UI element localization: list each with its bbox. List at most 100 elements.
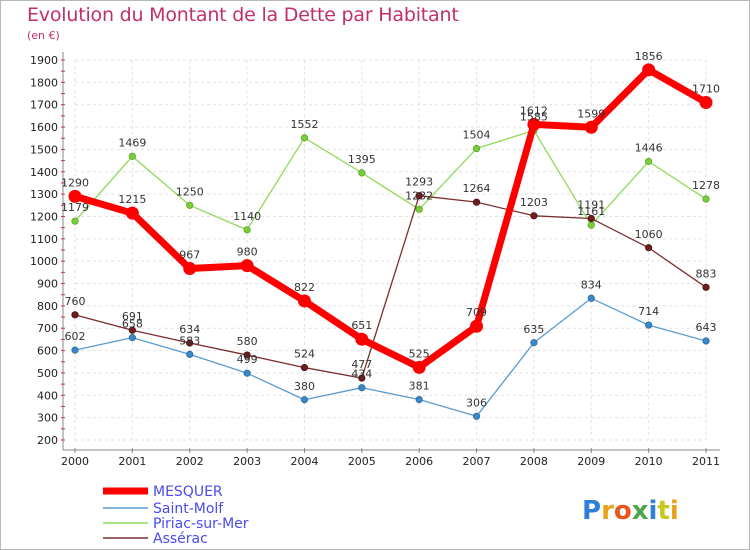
chart-unit-label: (en €) xyxy=(27,29,60,42)
data-label: 1856 xyxy=(635,50,663,63)
data-point xyxy=(645,321,653,329)
y-tick-label: 500 xyxy=(37,367,58,380)
data-label: 381 xyxy=(409,380,430,393)
y-tick-label: 1300 xyxy=(30,188,58,201)
data-label: 1552 xyxy=(290,118,318,131)
data-point xyxy=(358,384,366,392)
data-label: 760 xyxy=(65,295,86,308)
data-label: 883 xyxy=(696,267,717,280)
x-tick-label: 2008 xyxy=(520,455,548,468)
data-point xyxy=(415,192,423,200)
x-tick-label: 2005 xyxy=(348,455,376,468)
data-label: 1179 xyxy=(61,201,89,214)
y-tick-label: 800 xyxy=(37,300,58,313)
data-point xyxy=(530,212,538,220)
data-label: 306 xyxy=(466,396,487,409)
data-point xyxy=(645,244,653,252)
data-label: 525 xyxy=(409,347,430,360)
data-label: 580 xyxy=(237,335,258,348)
y-tick-label: 1200 xyxy=(30,210,58,223)
data-label: 1140 xyxy=(233,210,261,223)
data-label: 1215 xyxy=(118,193,146,206)
data-label: 967 xyxy=(179,249,200,262)
data-point xyxy=(128,326,136,334)
data-point xyxy=(645,157,653,166)
legend-label: Piriac-sur-Mer xyxy=(153,516,249,532)
data-label: 1161 xyxy=(577,205,605,218)
data-point xyxy=(470,319,484,333)
x-tick-label: 2010 xyxy=(635,455,663,468)
data-point xyxy=(71,311,79,319)
data-label: 1250 xyxy=(176,185,204,198)
data-label: 524 xyxy=(294,348,315,361)
data-label: 1446 xyxy=(635,141,663,154)
y-tick-label: 1500 xyxy=(30,143,58,156)
x-tick-label: 2006 xyxy=(405,455,433,468)
data-label: 635 xyxy=(523,323,544,336)
x-tick-label: 2001 xyxy=(118,455,146,468)
data-point xyxy=(412,360,426,374)
y-tick-label: 1800 xyxy=(30,76,58,89)
data-label: 1232 xyxy=(405,189,433,202)
data-label: 1264 xyxy=(463,182,491,195)
data-point xyxy=(584,120,598,134)
data-point xyxy=(355,332,369,346)
data-point xyxy=(702,337,710,345)
x-tick-label: 2002 xyxy=(176,455,204,468)
data-label: 477 xyxy=(351,358,372,371)
data-point xyxy=(183,262,197,276)
data-label: 583 xyxy=(179,334,200,347)
data-point xyxy=(527,117,541,131)
data-point xyxy=(243,351,251,359)
data-label: 651 xyxy=(351,319,372,332)
y-tick-label: 1700 xyxy=(30,99,58,112)
data-label: 634 xyxy=(179,323,200,336)
y-tick-label: 600 xyxy=(37,345,58,358)
legend-label: MESQUER xyxy=(153,484,223,500)
data-point xyxy=(472,198,481,206)
data-point xyxy=(128,152,136,160)
data-point xyxy=(587,294,595,302)
y-tick-label: 300 xyxy=(37,412,58,425)
data-label: 602 xyxy=(65,330,86,343)
data-point xyxy=(530,339,538,347)
data-label: 1060 xyxy=(635,228,663,241)
y-tick-label: 900 xyxy=(37,278,58,291)
data-label: 1278 xyxy=(692,179,720,192)
data-point xyxy=(243,369,251,377)
data-point xyxy=(358,374,366,382)
plot-area xyxy=(62,50,722,452)
data-label: 1395 xyxy=(348,153,376,166)
y-tick-label: 1000 xyxy=(30,255,58,268)
data-point xyxy=(71,346,79,354)
data-label: 1599 xyxy=(577,107,605,120)
data-label: 1710 xyxy=(692,82,720,95)
data-point xyxy=(125,206,139,220)
y-tick-label: 1400 xyxy=(30,166,58,179)
data-point xyxy=(415,395,423,404)
x-tick-label: 2004 xyxy=(290,455,318,468)
data-point xyxy=(71,217,79,225)
data-point xyxy=(702,195,710,203)
y-tick-label: 200 xyxy=(37,434,58,447)
proxiti-logo: Proxiti xyxy=(582,496,679,526)
x-tick-label: 2009 xyxy=(577,455,605,468)
data-label: 380 xyxy=(294,380,315,393)
y-tick-label: 1100 xyxy=(30,233,58,246)
legend-label: Assérac xyxy=(153,531,208,547)
data-point xyxy=(243,226,251,234)
x-tick-label: 2011 xyxy=(692,455,720,468)
data-label: 1293 xyxy=(405,176,433,189)
legend-label: Saint-Molf xyxy=(153,501,224,517)
x-tick-label: 2003 xyxy=(233,455,261,468)
y-tick-label: 1900 xyxy=(30,54,58,67)
y-tick-label: 700 xyxy=(37,322,58,335)
y-tick-label: 1600 xyxy=(30,121,58,134)
data-point xyxy=(300,134,309,142)
data-point xyxy=(300,363,309,372)
data-label: 658 xyxy=(122,318,143,331)
data-point xyxy=(186,201,194,209)
data-label: 691 xyxy=(122,310,143,323)
data-label: 1191 xyxy=(577,198,605,211)
